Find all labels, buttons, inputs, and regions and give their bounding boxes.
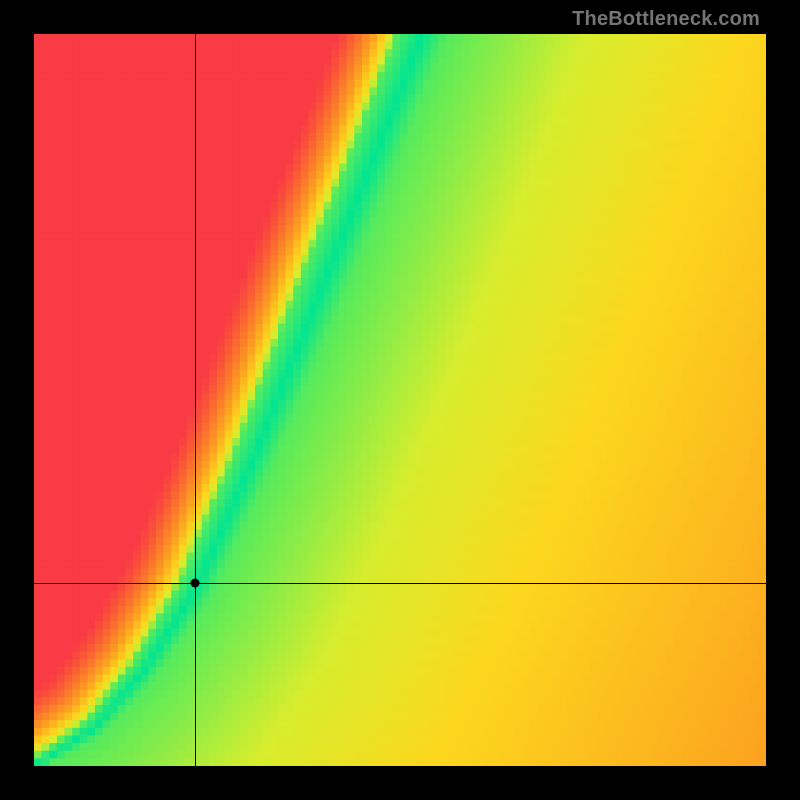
chart-frame: TheBottleneck.com: [0, 0, 800, 800]
crosshair-vertical: [195, 34, 196, 766]
crosshair-marker: [191, 579, 200, 588]
crosshair-horizontal: [34, 583, 766, 584]
watermark-text: TheBottleneck.com: [572, 8, 760, 31]
plot-area: [34, 34, 766, 766]
heatmap-canvas: [34, 34, 766, 766]
